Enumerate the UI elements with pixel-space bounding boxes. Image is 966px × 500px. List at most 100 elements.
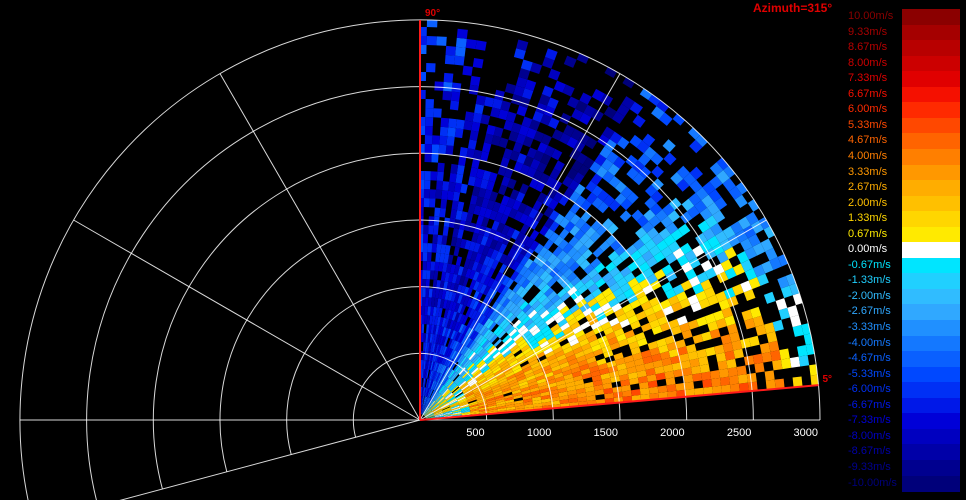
velocity-cell: [721, 307, 733, 319]
velocity-cell: [705, 215, 718, 228]
velocity-cell: [638, 381, 649, 390]
velocity-cell: [473, 370, 482, 378]
legend-entry-label: 8.67m/s: [848, 41, 888, 54]
velocity-cell: [480, 382, 490, 389]
velocity-cell: [507, 247, 517, 259]
velocity-cell: [478, 254, 487, 265]
velocity-cell: [683, 374, 694, 383]
velocity-cell: [439, 326, 445, 336]
velocity-cell: [504, 399, 515, 404]
velocity-cell: [432, 234, 438, 244]
velocity-cell: [437, 384, 444, 393]
velocity-cell: [599, 146, 612, 159]
velocity-cell: [510, 94, 522, 106]
velocity-cell: [670, 172, 684, 185]
velocity-cell: [651, 165, 664, 179]
velocity-cell: [503, 167, 514, 179]
velocity-cell: [488, 360, 498, 369]
velocity-cell: [515, 405, 525, 410]
velocity-cell: [769, 257, 782, 270]
velocity-cell: [716, 251, 729, 264]
velocity-cell: [768, 340, 780, 352]
velocity-cell: [474, 371, 483, 379]
velocity-cell: [607, 163, 620, 176]
velocity-cell: [733, 348, 744, 359]
velocity-cell: [574, 329, 585, 339]
velocity-cell: [454, 363, 462, 373]
velocity-cell: [439, 298, 445, 309]
velocity-cell: [484, 208, 493, 219]
velocity-cell: [559, 395, 569, 401]
velocity-cell: [562, 84, 575, 97]
velocity-cell: [515, 191, 526, 203]
velocity-cell: [543, 300, 554, 310]
velocity-cell: [433, 371, 438, 381]
velocity-cell: [623, 272, 636, 283]
velocity-cell: [573, 172, 585, 184]
velocity-cell: [485, 343, 494, 352]
velocity-cell: [575, 383, 585, 390]
velocity-cell: [583, 263, 595, 275]
velocity-cell: [429, 402, 437, 410]
velocity-cell: [668, 348, 680, 358]
velocity-cell: [616, 313, 628, 323]
velocity-cell: [594, 153, 607, 166]
velocity-cell: [455, 274, 462, 285]
velocity-cell: [574, 229, 585, 241]
velocity-cell: [425, 108, 434, 118]
velocity-cell: [514, 402, 524, 407]
velocity-cell: [665, 222, 679, 235]
velocity-cell: [503, 288, 513, 298]
velocity-cell: [590, 370, 601, 378]
velocity-cell: [426, 20, 438, 28]
velocity-cell: [498, 184, 508, 196]
velocity-cell: [530, 312, 540, 322]
velocity-cell: [451, 340, 457, 350]
velocity-cell: [547, 117, 560, 130]
velocity-cell: [458, 400, 468, 405]
velocity-cell: [466, 249, 474, 260]
velocity-cell: [579, 338, 590, 347]
velocity-cell: [426, 388, 430, 398]
velocity-cell: [472, 271, 480, 281]
velocity-cell: [492, 367, 502, 374]
velocity-cell: [442, 407, 452, 412]
legend-entry-swatch: [902, 86, 960, 103]
velocity-cell: [659, 299, 672, 310]
velocity-cell: [637, 375, 648, 384]
velocity-cell: [740, 337, 751, 349]
velocity-cell: [608, 317, 620, 327]
velocity-cell: [614, 180, 627, 194]
velocity-cell: [421, 405, 425, 415]
velocity-cell: [675, 382, 686, 391]
velocity-cell: [438, 399, 447, 406]
velocity-cell: [436, 298, 442, 308]
velocity-cell: [551, 342, 562, 351]
velocity-cell: [444, 244, 451, 255]
velocity-cell: [714, 196, 728, 211]
velocity-cell: [456, 395, 466, 401]
velocity-cell: [498, 263, 508, 274]
legend-entry-label: 2.00m/s: [848, 196, 888, 209]
velocity-cell: [625, 360, 636, 369]
velocity-cell: [555, 260, 566, 271]
velocity-cell: [442, 226, 449, 237]
velocity-cell: [624, 309, 636, 319]
velocity-cell: [471, 158, 481, 169]
velocity-cell: [465, 38, 477, 50]
velocity-cell: [589, 231, 601, 243]
velocity-cell: [433, 393, 440, 401]
velocity-cell: [514, 399, 524, 405]
velocity-cell: [429, 315, 433, 325]
velocity-cell: [746, 372, 757, 383]
velocity-cell: [631, 394, 642, 402]
velocity-cell: [608, 175, 621, 188]
velocity-cell: [434, 261, 440, 272]
velocity-cell: [522, 366, 532, 373]
velocity-cell: [740, 280, 753, 293]
velocity-cell: [636, 215, 649, 228]
velocity-cell: [603, 387, 614, 395]
velocity-cell: [443, 414, 453, 417]
velocity-cell: [462, 370, 470, 379]
velocity-cell: [626, 335, 638, 345]
